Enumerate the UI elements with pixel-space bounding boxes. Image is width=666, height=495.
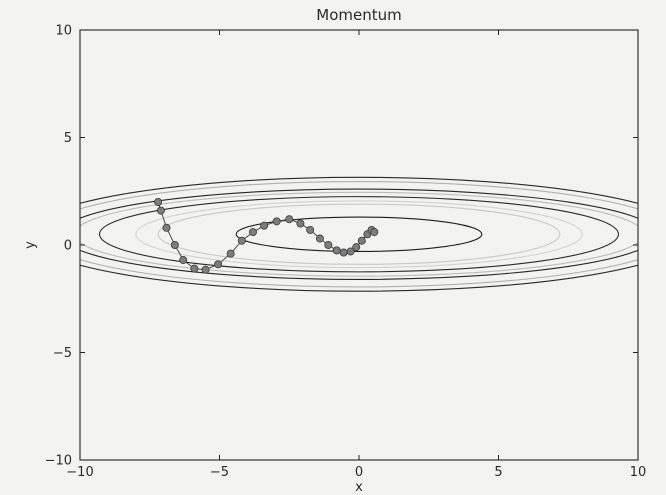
path-point (296, 219, 305, 228)
y-tick-label: −5 (53, 346, 72, 361)
contour-level-5 (80, 188, 638, 280)
path-point (339, 248, 348, 257)
path-point (201, 265, 210, 274)
path-point (154, 197, 163, 206)
y-tick-label: 10 (55, 24, 72, 39)
x-tick-label: 0 (355, 465, 363, 480)
y-axis-ticks: 10 5 0 −5 −10 (45, 24, 638, 469)
chart-title: Momentum (316, 6, 401, 24)
contour-level-0 (235, 216, 483, 253)
path-point (237, 236, 246, 245)
path-point (156, 206, 165, 215)
path-point (315, 234, 324, 243)
x-axis-ticks: −10 −5 0 5 10 (66, 30, 646, 480)
y-axis-label: y (23, 241, 38, 249)
contour-level-2 (135, 200, 583, 269)
contour-lines (80, 176, 638, 292)
contour-level-3 (98, 196, 620, 273)
path-point (190, 264, 199, 273)
y-tick-label: 5 (64, 131, 72, 146)
path-point (370, 228, 379, 237)
path-point (226, 249, 235, 258)
path-point (352, 243, 361, 252)
path-point (170, 240, 179, 249)
contour-level-1 (157, 203, 561, 265)
path-point (248, 228, 257, 237)
optimization-path (154, 197, 379, 274)
path-point (214, 260, 223, 269)
y-tick-label: 0 (64, 239, 72, 254)
path-point (179, 256, 188, 265)
contour-level-4 (80, 191, 638, 277)
path-point (272, 217, 281, 226)
x-tick-label: −10 (66, 465, 93, 480)
path-point (324, 240, 333, 249)
path-point (332, 246, 341, 255)
contour-level-7 (80, 176, 638, 292)
path-point (357, 236, 366, 245)
path-point (285, 215, 294, 224)
x-tick-label: −5 (210, 465, 229, 480)
path-point (306, 225, 315, 234)
contour-level-6 (80, 181, 638, 288)
path-point (260, 221, 269, 230)
x-tick-label: 10 (630, 465, 647, 480)
y-tick-label: −10 (45, 454, 72, 469)
path-point (346, 247, 355, 256)
x-tick-label: 5 (494, 465, 502, 480)
path-point (162, 223, 171, 232)
x-axis-label: x (355, 480, 363, 495)
